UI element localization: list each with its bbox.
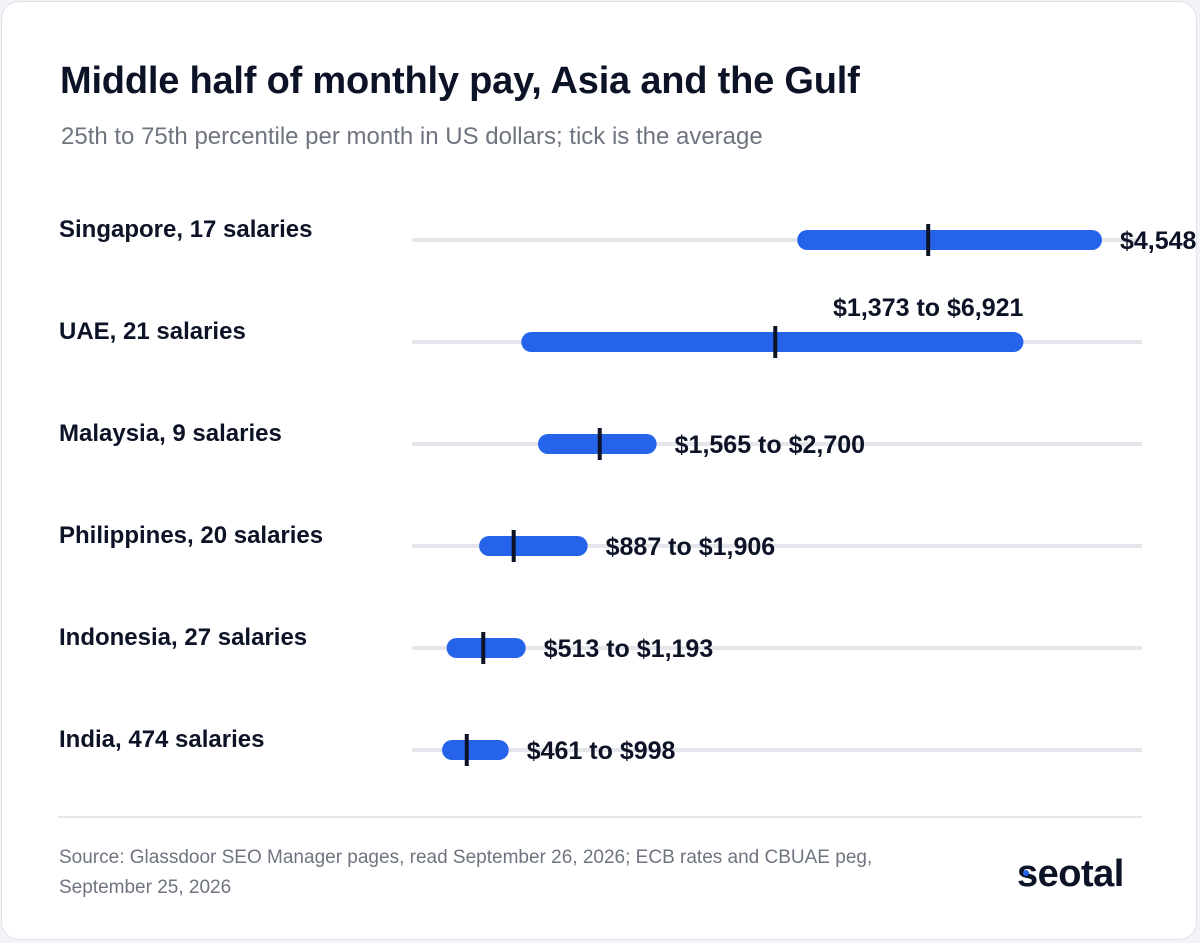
logo-accent-dot bbox=[1023, 870, 1029, 876]
logo-text: seotal bbox=[1017, 853, 1124, 895]
range-bar bbox=[797, 230, 1102, 250]
chart-row: India, 474 salaries $461 to $998 bbox=[59, 726, 1142, 766]
chart-row: Indonesia, 27 salaries $513 to $1,193 bbox=[59, 624, 1142, 664]
range-bar bbox=[479, 536, 588, 556]
range-value-label: $4,548 to $7,824 bbox=[1120, 227, 1200, 255]
category-label: Malaysia, 9 salaries bbox=[59, 420, 282, 447]
average-tick bbox=[926, 224, 931, 256]
category-label: India, 474 salaries bbox=[59, 726, 264, 753]
range-value-label: $1,373 to $6,921 bbox=[833, 294, 1024, 322]
chart-row: Malaysia, 9 salaries $1,565 to $2,700 bbox=[59, 420, 1142, 460]
range-value-label: $887 to $1,906 bbox=[606, 533, 776, 561]
category-label: Singapore, 17 salaries bbox=[59, 216, 312, 243]
range-bar bbox=[442, 740, 509, 760]
chart-row: UAE, 21 salaries $1,373 to $6,921 bbox=[59, 294, 1142, 358]
source-note: Source: Glassdoor SEO Manager pages, rea… bbox=[59, 847, 873, 898]
chart-subtitle: 25th to 75th percentile per month in US … bbox=[61, 123, 763, 150]
range-value-label: $513 to $1,193 bbox=[544, 635, 714, 663]
range-chart: Singapore, 17 salaries $4,548 to $7,824 UA… bbox=[59, 216, 1200, 766]
average-tick bbox=[511, 530, 516, 562]
category-label: Philippines, 20 salaries bbox=[59, 522, 323, 549]
average-tick bbox=[464, 734, 469, 766]
range-bar bbox=[538, 434, 657, 454]
average-tick bbox=[597, 428, 602, 460]
category-label: UAE, 21 salaries bbox=[59, 318, 246, 345]
range-bar bbox=[521, 332, 1024, 352]
chart-title: Middle half of monthly pay, Asia and the… bbox=[60, 60, 860, 102]
range-value-label: $1,565 to $2,700 bbox=[675, 431, 865, 459]
chart-row: Philippines, 20 salaries $887 to $1,906 bbox=[59, 522, 1142, 562]
range-value-label: $461 to $998 bbox=[527, 737, 676, 765]
seotal-logo: seotal bbox=[1017, 853, 1124, 896]
average-tick bbox=[481, 632, 486, 664]
average-tick bbox=[773, 326, 778, 358]
footer-divider bbox=[58, 816, 1142, 818]
category-label: Indonesia, 27 salaries bbox=[59, 624, 307, 651]
range-bar bbox=[446, 638, 526, 658]
chart-row: Singapore, 17 salaries $4,548 to $7,824 bbox=[59, 216, 1200, 256]
